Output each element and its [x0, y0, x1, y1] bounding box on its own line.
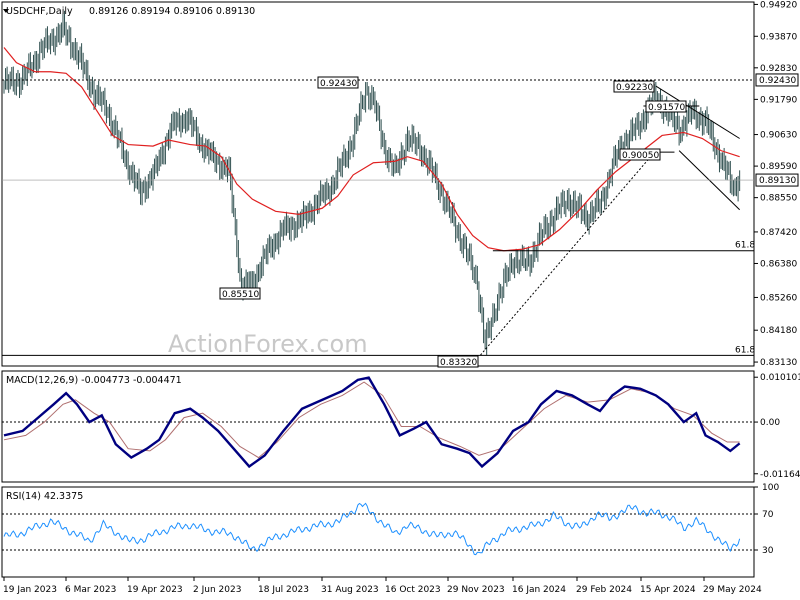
x-tick-label: 19 Jan 2023 — [3, 585, 57, 595]
x-tick-label: 15 Apr 2024 — [640, 585, 696, 595]
price-tick-label: 0.86380 — [760, 259, 797, 269]
macd-title: MACD(12,26,9) -0.004773 -0.004471 — [6, 375, 182, 386]
rsi-panel[interactable] — [1, 486, 755, 578]
rsi-series — [2, 502, 754, 556]
x-tick-label: 2 Jun 2023 — [193, 585, 241, 595]
price-axis-tag-label: 0.92430 — [759, 76, 796, 86]
x-tick-label: 16 Jan 2024 — [512, 585, 566, 595]
price-tick-label: 0.90630 — [760, 131, 797, 141]
price-tick-label: 0.87420 — [760, 228, 797, 238]
x-tick-label: 31 Aug 2023 — [321, 585, 379, 595]
trend-line — [480, 150, 657, 356]
rsi-tick-label: 100 — [762, 483, 779, 493]
x-tick-label: 29 Feb 2024 — [576, 585, 632, 595]
macd-tick-label: 0.010101 — [760, 373, 800, 383]
chart-symbol: USDCHF,Daily — [6, 6, 73, 17]
x-tick-label: 18 Jul 2023 — [258, 585, 309, 595]
moving-average-line — [3, 47, 740, 252]
level-box — [219, 287, 261, 300]
axes: 0.94920 0.93870 0.92830 0.91790 0.90630 0.895… — [3, 0, 800, 595]
price-tick-label: 0.89590 — [760, 162, 797, 172]
level-box — [645, 100, 687, 113]
x-tick-label: 16 Oct 2023 — [385, 585, 441, 595]
fib-level-label: 61.8 — [735, 345, 755, 355]
level-box-label: 0.92230 — [616, 83, 653, 93]
level-box — [437, 355, 479, 368]
x-tick-label: 6 Mar 2023 — [65, 585, 116, 595]
macd-tick-label: 0.00 — [760, 418, 780, 428]
x-tick-label: 29 Nov 2023 — [447, 585, 505, 595]
price-axis-tag — [755, 73, 799, 87]
watermark: ActionForex.com — [168, 330, 368, 358]
macd-panel[interactable] — [1, 370, 755, 483]
rsi-line — [3, 502, 741, 556]
level-box-label: 0.90050 — [622, 151, 659, 161]
x-tick-label: 29 May 2024 — [703, 585, 762, 595]
level-box — [613, 80, 655, 93]
macd-signal-line — [3, 381, 740, 459]
price-tick-label: 0.92830 — [760, 64, 797, 74]
level-box-label: 0.85510 — [222, 290, 259, 300]
price-tick-label: 0.93870 — [760, 32, 797, 42]
level-box-label: 0.83320 — [440, 358, 477, 368]
level-box — [317, 76, 359, 89]
x-tick-label: 19 Apr 2023 — [127, 585, 183, 595]
macd-series — [2, 376, 754, 469]
trend-line — [655, 85, 740, 139]
rsi-title: RSI(14) 42.3375 — [6, 491, 83, 502]
price-tick-label: 0.84180 — [760, 326, 797, 336]
level-box-label: 0.91570 — [648, 103, 685, 113]
price-axis-tag-label: 0.89130 — [759, 176, 796, 186]
macd-line — [3, 376, 741, 469]
dropdown-arrow-icon[interactable] — [3, 9, 9, 13]
macd-tick-label: -0.011645 — [760, 470, 800, 480]
rsi-tick-label: 30 — [762, 546, 774, 556]
rsi-tick-label: 70 — [762, 510, 774, 520]
level-box — [619, 148, 661, 161]
price-axis-tag — [755, 173, 799, 187]
level-box-label: 0.92430 — [320, 79, 357, 89]
price-panel[interactable] — [1, 1, 755, 367]
price-tick-label: 0.88550 — [760, 194, 797, 204]
price-tick-label: 0.94920 — [760, 0, 797, 10]
fib-level-label: 61.8 — [735, 241, 755, 251]
price-tick-label: 0.83130 — [760, 358, 797, 368]
price-series: 0.92430 0.92230 0.91570 0.90050 0.85510 0.833… — [2, 10, 755, 368]
price-tick-label: 0.85260 — [760, 293, 797, 303]
chart-ohlc: 0.89126 0.89194 0.89106 0.89130 — [89, 6, 255, 17]
price-tick-label: 0.91790 — [760, 95, 797, 105]
